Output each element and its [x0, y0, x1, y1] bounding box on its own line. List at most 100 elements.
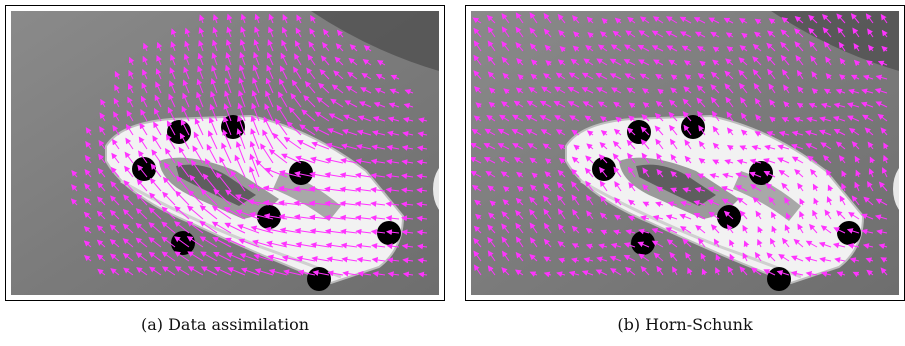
- flow-arrow: [874, 214, 888, 221]
- caption-a: (a) Data assimilation: [5, 315, 445, 334]
- flow-arrow: [571, 129, 580, 136]
- flow-arrow: [515, 87, 524, 94]
- flow-arrow: [135, 222, 148, 234]
- flow-arrow: [515, 209, 524, 220]
- flow-arrow: [355, 228, 372, 235]
- flow-arrow: [655, 73, 664, 80]
- flow-arrow: [709, 173, 720, 179]
- flow-arrow: [596, 256, 608, 263]
- flow-arrow: [197, 65, 204, 80]
- flow-arrow: [487, 71, 496, 80]
- flow-arrow: [473, 27, 482, 38]
- flow-arrow: [187, 189, 204, 206]
- flow-arrow: [682, 187, 692, 193]
- flow-arrow: [555, 72, 566, 80]
- flow-arrow: [111, 138, 120, 150]
- flow-arrow: [585, 243, 594, 250]
- flow-arrow: [726, 111, 734, 122]
- flow-arrow: [183, 66, 190, 80]
- flow-arrow: [651, 45, 664, 52]
- flow-arrow: [153, 121, 162, 136]
- flow-arrow: [808, 14, 818, 24]
- flow-arrow: [113, 97, 120, 108]
- caption-a-text: Data assimilation: [168, 315, 310, 334]
- flow-arrow: [553, 101, 566, 108]
- flow-arrow: [738, 69, 748, 80]
- flow-arrow: [340, 242, 358, 249]
- flow-arrow: [752, 69, 762, 80]
- flow-arrow: [387, 116, 400, 123]
- flow-arrow: [785, 212, 792, 220]
- flow-arrow: [97, 167, 106, 178]
- flow-arrow: [515, 236, 524, 248]
- flow-arrow: [667, 201, 678, 207]
- flow-arrow: [176, 175, 190, 192]
- flow-arrow: [804, 256, 818, 263]
- flow-arrow: [797, 86, 804, 94]
- flow-arrow: [286, 121, 302, 136]
- flow-arrow: [557, 223, 566, 234]
- flow-arrow: [186, 236, 204, 248]
- flow-arrow: [875, 198, 888, 206]
- flow-arrow: [371, 257, 386, 263]
- flow-arrow: [742, 224, 749, 234]
- flow-arrow: [712, 59, 720, 66]
- flow-arrow: [682, 238, 692, 248]
- flow-arrow: [529, 184, 538, 192]
- flow-arrow: [867, 141, 874, 150]
- flow-arrow: [652, 16, 664, 24]
- flow-arrow: [850, 74, 860, 81]
- flow-arrow: [652, 214, 664, 221]
- flow-arrow: [763, 171, 776, 178]
- flow-arrow: [211, 52, 218, 66]
- flow-arrow: [373, 101, 386, 108]
- flow-arrow: [794, 41, 804, 52]
- flow-arrow: [876, 229, 888, 235]
- dark-region: [311, 11, 439, 71]
- flow-arrow: [361, 72, 372, 80]
- flow-arrow: [543, 28, 552, 38]
- flow-arrow: [325, 242, 344, 249]
- flow-arrow: [835, 141, 846, 150]
- flow-arrow: [126, 110, 134, 122]
- flow-arrow: [640, 265, 650, 276]
- flow-arrow: [385, 187, 400, 194]
- flow-arrow: [168, 93, 176, 108]
- flow-arrow: [684, 74, 692, 81]
- flow-arrow: [867, 28, 874, 38]
- flow-arrow: [404, 89, 414, 95]
- flow-arrow: [282, 13, 289, 24]
- flow-arrow: [810, 168, 818, 178]
- flow-arrow: [515, 12, 524, 24]
- flow-arrow: [754, 97, 762, 108]
- flow-arrow: [860, 101, 874, 108]
- flow-arrow: [109, 238, 120, 248]
- flow-arrow: [838, 41, 846, 52]
- flow-arrow: [749, 158, 762, 165]
- flow-arrow: [874, 88, 888, 94]
- flow-arrow: [124, 151, 134, 164]
- flow-arrow: [501, 26, 510, 38]
- flow-arrow: [122, 238, 134, 248]
- flow-arrow: [625, 266, 636, 276]
- flow-arrow: [710, 96, 720, 108]
- flow-arrow: [161, 236, 176, 248]
- flow-arrow: [262, 129, 274, 150]
- flow-arrow: [819, 256, 832, 263]
- flow-arrow: [503, 88, 510, 95]
- flow-arrow: [416, 201, 428, 208]
- flow-arrow: [781, 17, 790, 24]
- flow-arrow: [724, 83, 734, 94]
- flow-arrow: [253, 38, 260, 52]
- flow-arrow: [656, 152, 664, 164]
- flow-arrow: [473, 40, 482, 52]
- flow-arrow: [696, 85, 706, 94]
- flow-arrow: [683, 86, 692, 94]
- flow-arrow: [135, 237, 148, 248]
- flow-arrow: [110, 195, 120, 206]
- flow-arrow: [609, 268, 622, 276]
- flow-arrow: [539, 100, 552, 108]
- flow-arrow: [123, 267, 134, 276]
- flow-arrow: [557, 194, 566, 206]
- flow-arrow: [557, 13, 566, 24]
